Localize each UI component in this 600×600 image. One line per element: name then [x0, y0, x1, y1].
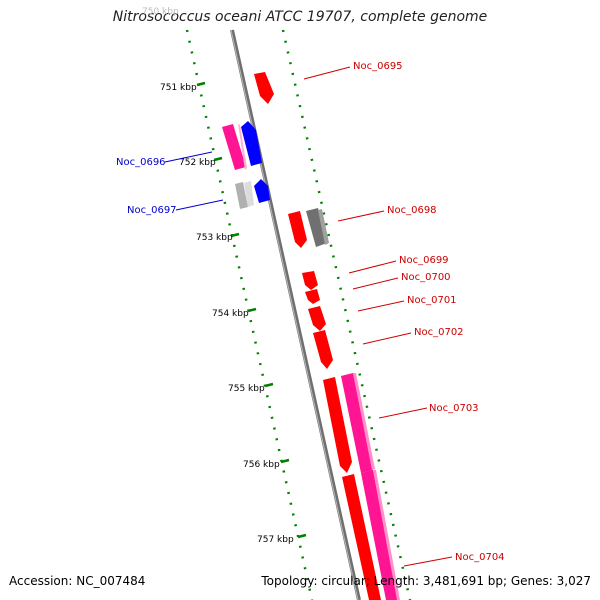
- scale-label: 753 kbp: [196, 233, 233, 243]
- gene-label-noc-0702: Noc_0702: [414, 327, 464, 338]
- gene-noc-0699: [302, 271, 318, 290]
- gene-label-noc-0697: Noc_0697: [127, 205, 177, 216]
- scale-label-750: 750 kbp: [142, 7, 179, 17]
- genome-summary-text: Topology: circular; Length: 3,481,691 bp…: [261, 574, 591, 588]
- gene-label-noc-0700: Noc_0700: [401, 272, 451, 283]
- gene-noc-0696: [241, 121, 262, 166]
- scale-label: 751 kbp: [160, 83, 197, 93]
- gene-label-noc-0698: Noc_0698: [387, 205, 437, 216]
- gene-label-noc-0695: Noc_0695: [353, 61, 403, 72]
- gene-label-noc-0703: Noc_0703: [429, 403, 479, 414]
- gene-noc-0703: [323, 377, 352, 473]
- gene-noc-0698: [288, 211, 307, 248]
- gene-label-noc-0696: Noc_0696: [116, 157, 166, 168]
- outer-track: [281, 29, 412, 600]
- genome-backbone: [230, 29, 361, 600]
- gene-noc-0697-gray: [235, 182, 248, 209]
- gene-noc-0704: [342, 474, 381, 600]
- gene-label-noc-0699: Noc_0699: [399, 255, 449, 266]
- gene-noc-0704-pink: [361, 470, 398, 600]
- gene-pink-0696a: [222, 124, 246, 170]
- scale-label: 752 kbp: [179, 158, 216, 168]
- gene-label-noc-0701: Noc_0701: [407, 295, 457, 306]
- scale-label: 756 kbp: [243, 460, 280, 470]
- scale-label: 757 kbp: [257, 535, 294, 545]
- gene-noc-0695: [254, 72, 274, 104]
- map-title: Nitrosococcus oceani ATCC 19707, complet…: [112, 9, 488, 25]
- gene-features: [222, 72, 400, 600]
- accession-text: Accession: NC_007484: [9, 574, 146, 588]
- gene-noc-0701: [308, 306, 326, 331]
- gene-noc-0702: [313, 330, 333, 369]
- gene-noc-0700: [305, 289, 320, 304]
- scale-label: 754 kbp: [212, 309, 249, 319]
- callout-lines: [164, 66, 453, 567]
- gene-noc-0703-pink: [341, 373, 373, 473]
- scale-ticks: [196, 81, 307, 539]
- gene-noc-0697: [254, 179, 270, 203]
- gene-label-noc-0704: Noc_0704: [455, 552, 505, 563]
- scale-label: 755 kbp: [228, 384, 265, 394]
- gene-noc-0698-gray: [306, 208, 327, 247]
